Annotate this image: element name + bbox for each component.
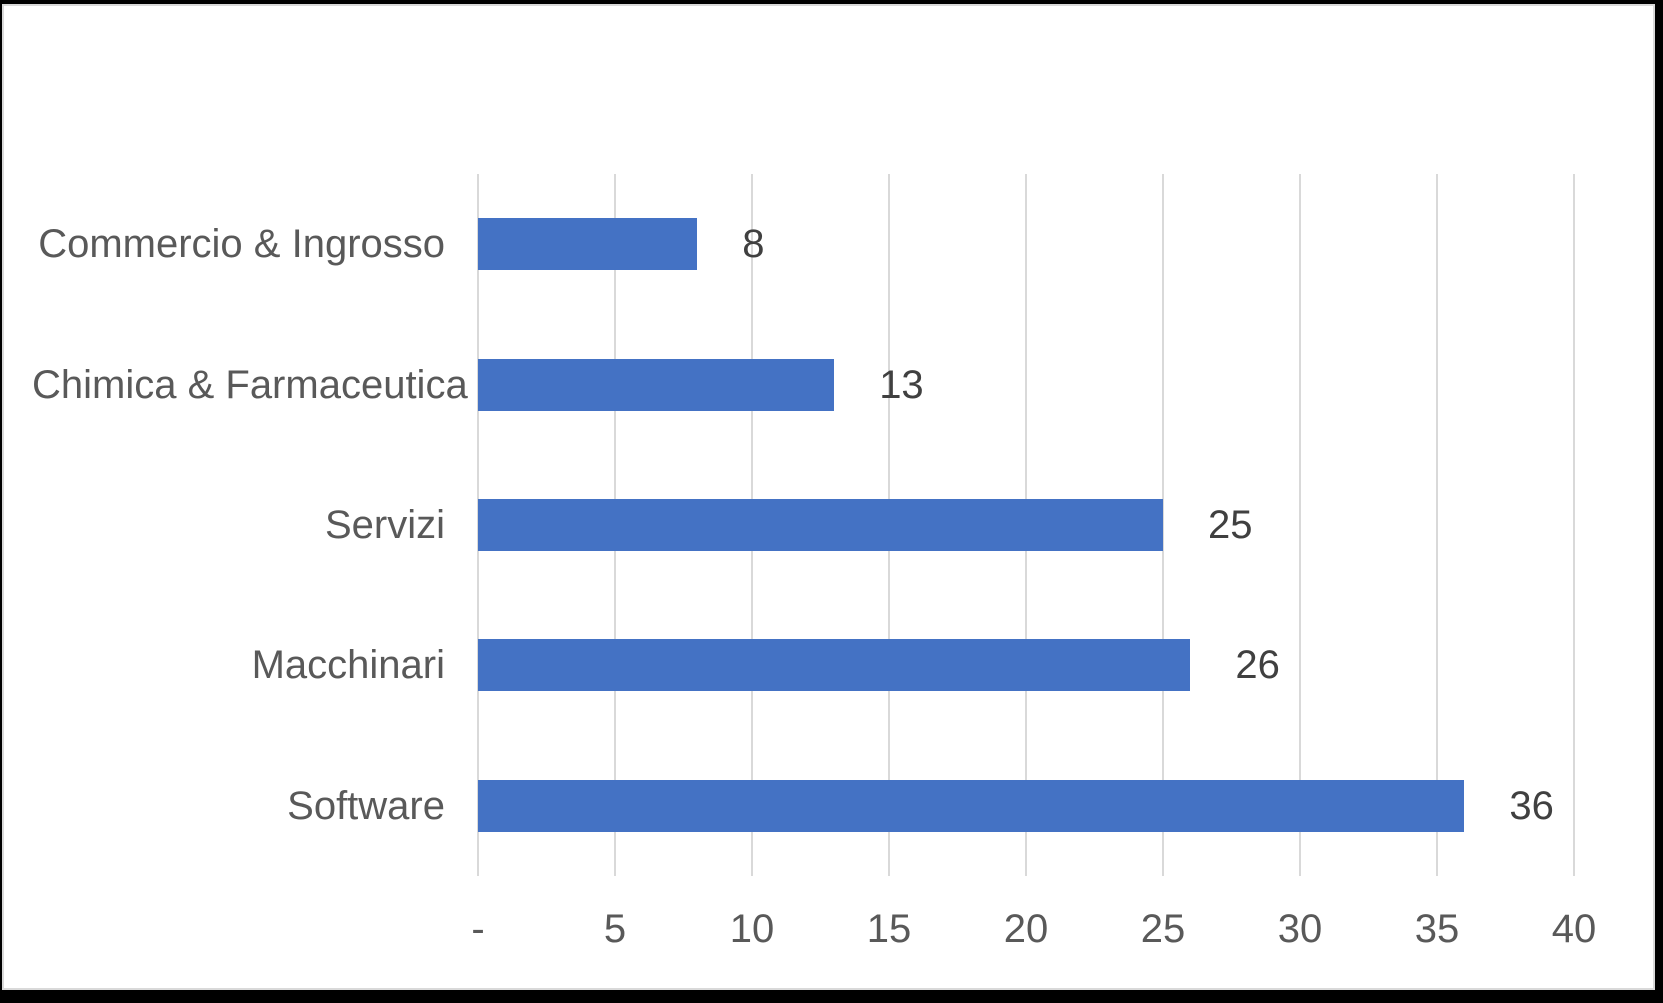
category-label: Servizi [324, 503, 445, 547]
bar [478, 639, 1191, 692]
x-axis-tick-label: 35 [1414, 907, 1460, 951]
data-label: 26 [1235, 643, 1280, 688]
bar [478, 779, 1465, 832]
category-label: Macchinari [251, 643, 445, 688]
category-label: Commercio & Ingrosso [38, 222, 445, 267]
category-label: Software [287, 783, 445, 828]
data-label: 13 [879, 362, 924, 407]
x-axis-tick-label: 20 [1003, 907, 1049, 951]
bar [478, 358, 835, 411]
x-axis-tick-label: 5 [603, 907, 627, 951]
x-axis-tick-label: 30 [1277, 907, 1323, 951]
bar [478, 218, 698, 271]
bar [478, 499, 1163, 551]
data-label: 25 [1208, 503, 1253, 547]
data-label: 36 [1509, 783, 1554, 828]
x-axis-tick-label: 25 [1140, 907, 1186, 951]
gridline [1436, 174, 1438, 876]
x-axis-tick-label: 10 [729, 907, 775, 951]
category-label: Chimica & Farmaceutica [32, 362, 468, 407]
gridline [1573, 174, 1575, 876]
data-label: 8 [742, 222, 765, 267]
x-axis-tick-label: 15 [866, 907, 912, 951]
x-axis-tick-label: - [471, 907, 485, 951]
gridline [1299, 174, 1301, 876]
gridline [1162, 174, 1164, 876]
x-axis-tick-label: 40 [1551, 907, 1597, 951]
